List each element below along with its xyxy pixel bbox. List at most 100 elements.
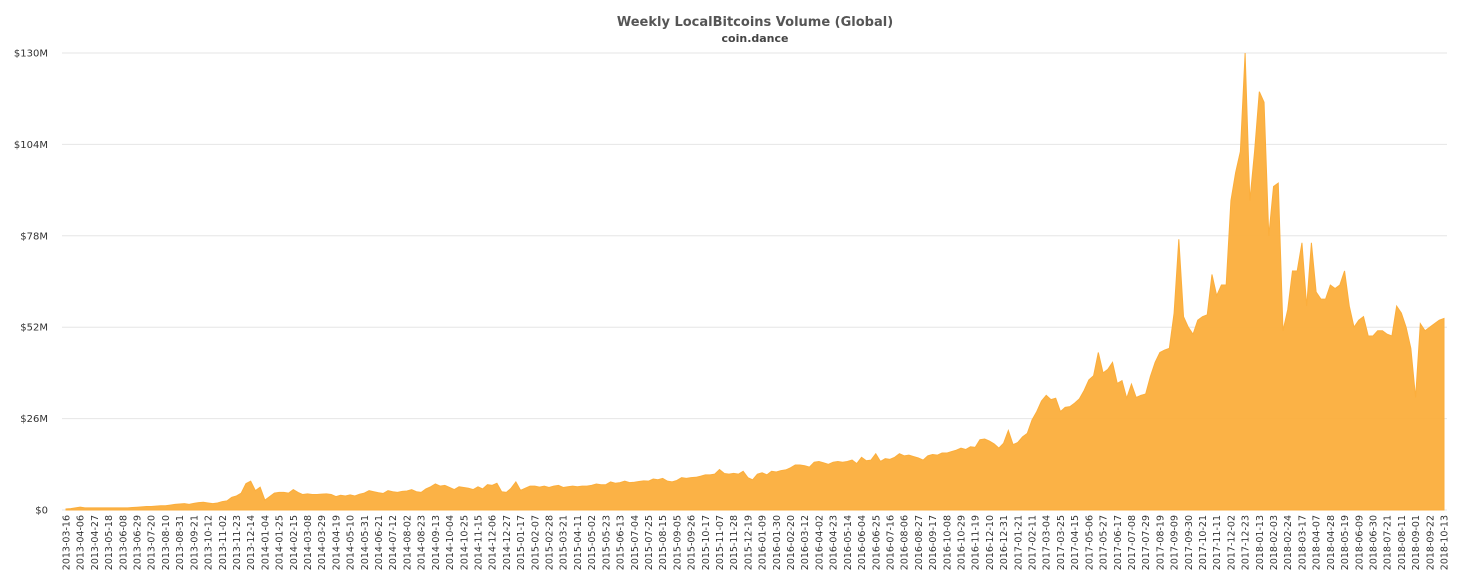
x-tick-label: 2017-06-17 (1113, 515, 1124, 570)
x-tick-label: 2013-09-21 (189, 515, 200, 570)
x-tick-label: 2014-08-02 (402, 515, 413, 570)
x-tick-label: 2018-06-09 (1354, 515, 1365, 570)
x-tick-label: 2016-04-23 (829, 515, 840, 570)
x-tick-label: 2015-06-13 (616, 515, 627, 570)
chart-subtitle: coin.dance (722, 32, 789, 45)
x-tick-label: 2015-04-11 (573, 515, 584, 570)
x-tick-label: 2013-11-02 (218, 515, 229, 570)
x-tick-label: 2016-10-29 (956, 515, 967, 570)
x-tick-label: 2015-12-19 (743, 515, 754, 570)
y-tick-label: $78M (20, 231, 48, 242)
x-tick-label: 2017-12-02 (1226, 515, 1237, 570)
x-tick-label: 2018-01-13 (1255, 515, 1266, 570)
x-tick-label: 2014-03-29 (317, 515, 328, 570)
x-tick-label: 2014-10-25 (459, 515, 470, 570)
x-tick-label: 2014-06-21 (374, 515, 385, 570)
x-tick-label: 2013-07-20 (147, 515, 158, 570)
x-tick-label: 2013-06-08 (118, 515, 129, 570)
x-tick-label: 2014-01-25 (275, 515, 286, 570)
x-tick-label: 2016-06-04 (857, 515, 868, 570)
x-tick-label: 2017-02-11 (1028, 515, 1039, 570)
x-tick-label: 2018-03-17 (1297, 515, 1308, 570)
x-tick-label: 2013-08-10 (161, 515, 172, 570)
x-tick-label: 2014-11-15 (473, 515, 484, 570)
x-tick-label: 2018-09-22 (1425, 515, 1436, 570)
x-tick-label: 2018-06-30 (1368, 515, 1379, 570)
x-tick-label: 2017-09-30 (1184, 515, 1195, 570)
x-tick-label: 2018-02-03 (1269, 515, 1280, 570)
x-tick-label: 2017-07-08 (1127, 515, 1138, 570)
x-tick-label: 2018-04-28 (1326, 515, 1337, 570)
x-tick-label: 2015-11-28 (729, 515, 740, 570)
x-tick-label: 2013-05-18 (104, 515, 115, 570)
x-tick-label: 2013-08-31 (175, 515, 186, 570)
x-tick-label: 2014-05-10 (346, 515, 357, 570)
x-tick-label: 2017-12-23 (1241, 515, 1252, 570)
x-tick-label: 2015-07-04 (630, 515, 641, 570)
x-tick-label: 2017-04-15 (1070, 515, 1081, 570)
x-tick-label: 2013-04-06 (76, 515, 87, 570)
x-tick-label: 2016-03-12 (800, 515, 811, 570)
x-tick-label: 2017-07-29 (1141, 515, 1152, 570)
x-tick-label: 2016-05-14 (843, 515, 854, 570)
x-tick-label: 2015-05-23 (601, 515, 612, 570)
x-tick-label: 2017-11-11 (1212, 515, 1223, 570)
x-tick-label: 2015-11-07 (715, 515, 726, 570)
x-tick-label: 2015-02-28 (545, 515, 556, 570)
x-tick-label: 2017-08-19 (1155, 515, 1166, 570)
x-tick-label: 2017-09-09 (1170, 515, 1181, 570)
x-tick-label: 2014-12-06 (488, 515, 499, 570)
x-tick-label: 2018-04-07 (1312, 515, 1323, 570)
x-tick-label: 2013-10-12 (204, 515, 215, 570)
x-tick-label: 2016-04-02 (814, 515, 825, 570)
x-tick-label: 2018-10-13 (1440, 515, 1451, 570)
x-tick-label: 2016-01-09 (758, 515, 769, 570)
x-tick-label: 2016-02-20 (786, 515, 797, 570)
x-tick-label: 2015-10-17 (701, 515, 712, 570)
x-tick-label: 2016-08-27 (914, 515, 925, 570)
x-tick-label: 2015-02-07 (530, 515, 541, 570)
x-tick-label: 2016-08-06 (900, 515, 911, 570)
x-tick-label: 2018-08-11 (1397, 515, 1408, 570)
x-tick-label: 2015-01-17 (516, 515, 527, 570)
chart-title: Weekly LocalBitcoins Volume (Global) (617, 15, 893, 30)
x-tick-label: 2014-04-19 (331, 515, 342, 570)
x-tick-label: 2016-10-08 (942, 515, 953, 570)
x-tick-label: 2016-01-30 (772, 515, 783, 570)
x-tick-label: 2013-04-27 (90, 515, 101, 570)
x-tick-label: 2016-12-31 (999, 515, 1010, 570)
x-tick-label: 2015-05-02 (587, 515, 598, 570)
x-tick-label: 2018-05-19 (1340, 515, 1351, 570)
x-tick-label: 2014-02-15 (289, 515, 300, 570)
x-tick-label: 2016-12-10 (985, 515, 996, 570)
x-tick-label: 2017-05-27 (1099, 515, 1110, 570)
x-tick-label: 2014-07-12 (388, 515, 399, 570)
y-tick-label: $130M (14, 49, 48, 60)
x-tick-label: 2014-10-04 (445, 515, 456, 570)
x-tick-label: 2016-09-17 (928, 515, 939, 570)
y-tick-label: $26M (20, 414, 48, 425)
x-tick-label: 2014-05-31 (360, 515, 371, 570)
x-tick-label: 2014-03-08 (303, 515, 314, 570)
x-tick-label: 2015-08-15 (658, 515, 669, 570)
x-tick-label: 2017-03-04 (1042, 515, 1053, 570)
x-tick-label: 2013-11-23 (232, 515, 243, 570)
x-tick-label: 2014-12-27 (502, 515, 513, 570)
x-tick-label: 2017-10-21 (1198, 515, 1209, 570)
y-tick-label: $104M (14, 140, 48, 151)
x-tick-label: 2018-07-21 (1383, 515, 1394, 570)
x-tick-label: 2016-11-19 (971, 515, 982, 570)
x-tick-label: 2016-07-16 (885, 515, 896, 570)
x-tick-label: 2014-08-23 (417, 515, 428, 570)
y-tick-label: $0 (35, 506, 48, 517)
x-tick-label: 2013-03-16 (62, 515, 73, 570)
x-tick-label: 2016-06-25 (871, 515, 882, 570)
y-tick-label: $52M (20, 323, 48, 334)
area (65, 52, 1445, 511)
x-tick-label: 2015-03-21 (559, 515, 570, 570)
x-tick-label: 2013-06-29 (133, 515, 144, 570)
x-tick-label: 2017-05-06 (1084, 515, 1095, 570)
x-tick-label: 2015-07-25 (644, 515, 655, 570)
x-tick-label: 2017-01-21 (1013, 515, 1024, 570)
